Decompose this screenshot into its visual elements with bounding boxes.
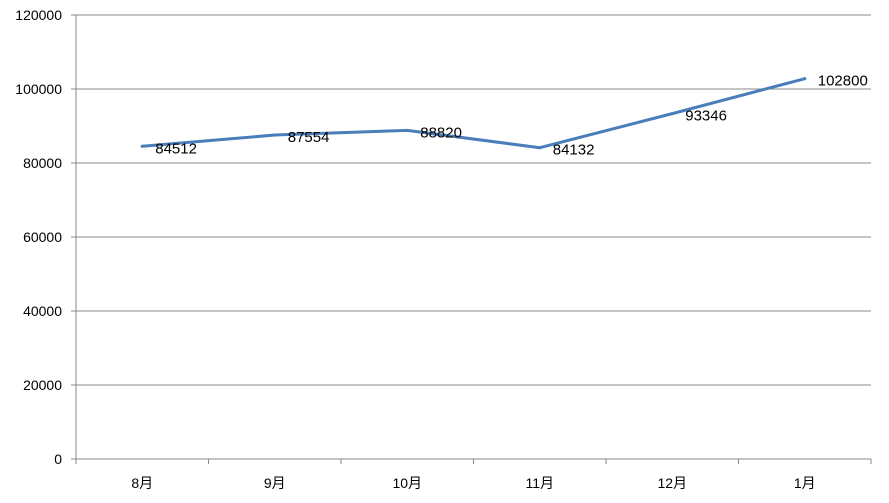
x-tick-label: 10月	[392, 475, 422, 491]
data-label: 88820	[420, 124, 462, 141]
data-label: 93346	[685, 108, 727, 125]
data-label: 87554	[288, 129, 330, 146]
series	[140, 77, 807, 150]
y-tick-label: 0	[54, 451, 62, 467]
series-line	[140, 77, 807, 150]
x-axis-tick-labels: 8月 9月 10月 11月 12月 1月	[131, 475, 815, 491]
data-point	[405, 128, 409, 132]
data-point	[803, 77, 807, 81]
y-tick-label: 80000	[23, 155, 62, 171]
y-tick-label: 100000	[15, 81, 62, 97]
data-label: 102800	[818, 73, 868, 90]
x-tick-label: 9月	[264, 475, 286, 491]
x-tick-label: 1月	[794, 475, 816, 491]
axes	[71, 14, 872, 464]
data-labels: 84512 87554 88820 84132 93346 102800	[155, 73, 868, 159]
data-point	[273, 133, 277, 137]
y-tick-label: 60000	[23, 229, 62, 245]
x-tick-label: 11月	[525, 475, 554, 491]
data-point	[140, 144, 144, 148]
data-label: 84132	[553, 142, 595, 159]
data-point	[538, 146, 542, 150]
y-axis-tick-labels: 0 20000 40000 60000 80000 100000 120000	[15, 7, 62, 467]
y-tick-label: 40000	[23, 303, 62, 319]
y-tick-label: 20000	[23, 377, 62, 393]
x-tick-label: 8月	[131, 475, 153, 491]
data-label: 84512	[155, 140, 197, 157]
x-tick-label: 12月	[657, 475, 687, 491]
data-point	[670, 112, 674, 116]
gridlines	[76, 14, 871, 386]
y-tick-label: 120000	[15, 7, 62, 23]
